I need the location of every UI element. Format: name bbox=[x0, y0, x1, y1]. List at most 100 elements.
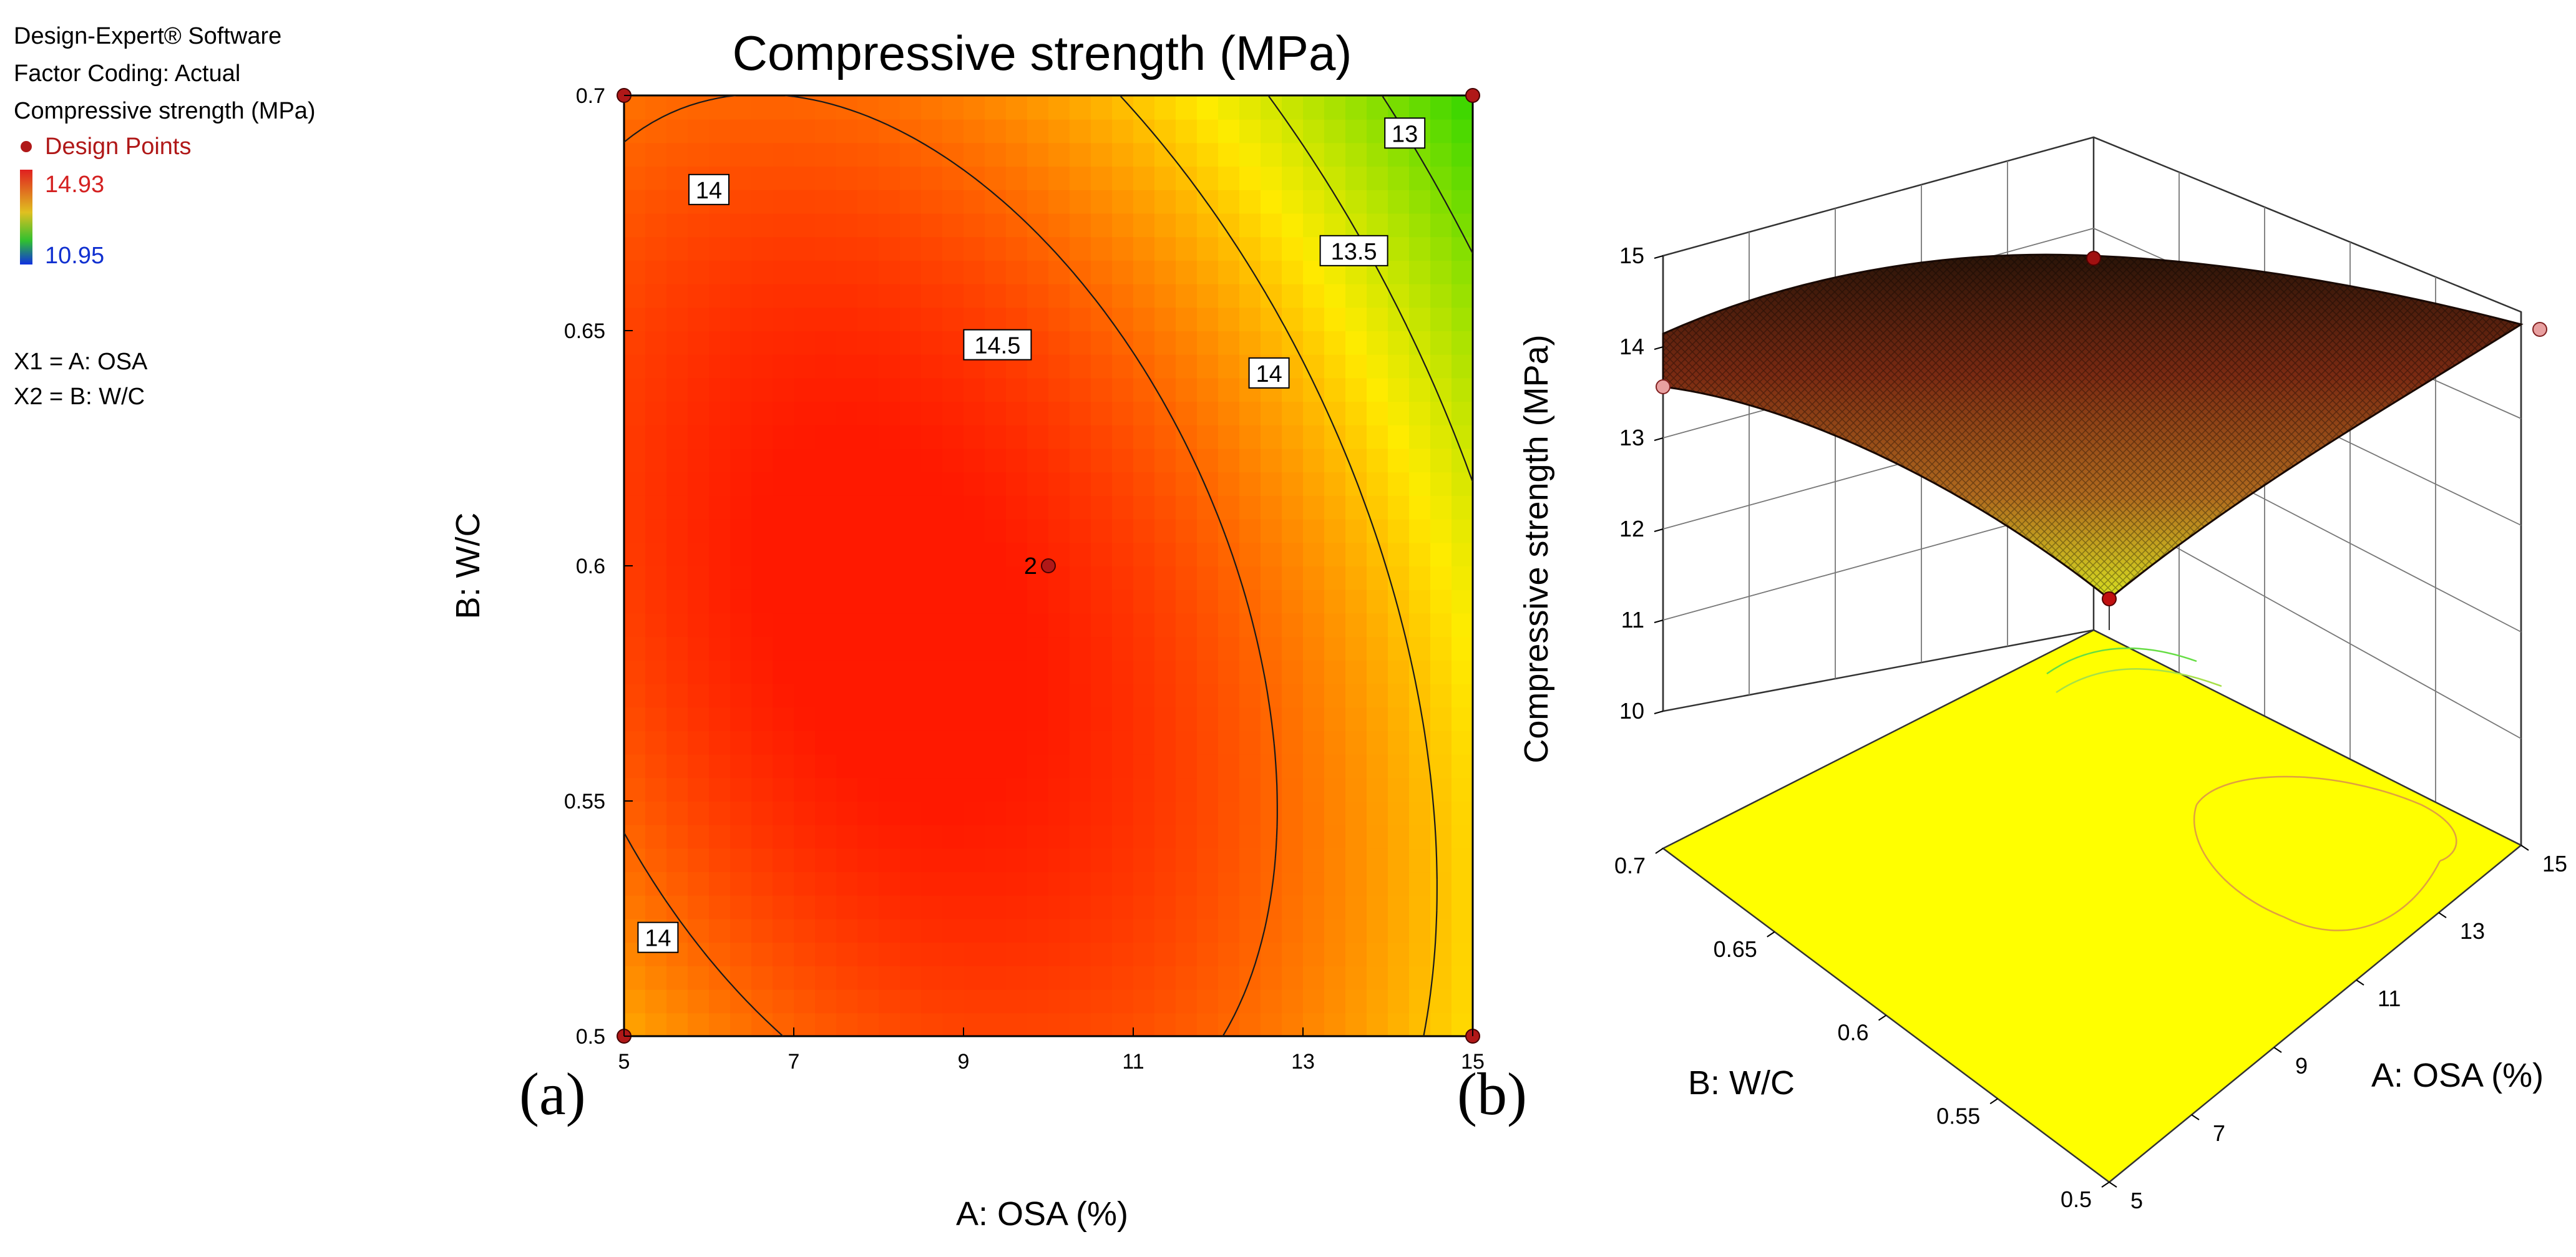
response-cell bbox=[1430, 424, 1452, 449]
response-cell bbox=[624, 448, 646, 473]
response-cell bbox=[1430, 754, 1452, 779]
response-cell bbox=[857, 307, 879, 331]
response-cell bbox=[857, 918, 879, 943]
response-cell bbox=[815, 213, 837, 238]
response-cell bbox=[921, 472, 943, 496]
response-cell bbox=[1006, 236, 1028, 261]
response-cell bbox=[751, 613, 773, 638]
response-cell bbox=[1282, 260, 1304, 284]
response-cell bbox=[1027, 777, 1049, 802]
response-cell bbox=[900, 989, 922, 1014]
response-cell bbox=[688, 260, 710, 284]
response-cell bbox=[730, 777, 752, 802]
response-cell bbox=[688, 707, 710, 731]
response-cell bbox=[666, 236, 688, 261]
response-cell bbox=[900, 119, 922, 143]
response-cell bbox=[985, 683, 1007, 708]
response-cell bbox=[942, 848, 964, 873]
response-cell bbox=[1154, 589, 1176, 614]
contour-label-text: 13 bbox=[1392, 121, 1418, 147]
response-cell bbox=[900, 448, 922, 473]
response-cell bbox=[645, 236, 667, 261]
response-cell bbox=[1451, 331, 1473, 355]
response-cell bbox=[1070, 166, 1091, 190]
response-cell bbox=[1154, 965, 1176, 990]
response-cell bbox=[1091, 331, 1113, 355]
response-cell bbox=[836, 518, 858, 543]
response-cell bbox=[666, 777, 688, 802]
response-cell bbox=[1345, 213, 1367, 238]
response-cell bbox=[942, 730, 964, 755]
response-cell bbox=[836, 189, 858, 214]
response-cell bbox=[688, 777, 710, 802]
response-cell bbox=[1430, 472, 1452, 496]
response-cell bbox=[1070, 824, 1091, 849]
response-cell bbox=[985, 824, 1007, 849]
response-cell bbox=[624, 683, 646, 708]
response-cell bbox=[900, 166, 922, 190]
response-cell bbox=[1239, 495, 1261, 520]
response-cell bbox=[1006, 542, 1028, 566]
legend-high-value: 14.93 bbox=[45, 172, 104, 198]
response-cell bbox=[1261, 518, 1282, 543]
response-cell bbox=[1091, 965, 1113, 990]
response-cell bbox=[773, 965, 794, 990]
response-cell bbox=[688, 824, 710, 849]
response-cell bbox=[1367, 707, 1388, 731]
response-cell bbox=[751, 965, 773, 990]
response-cell bbox=[730, 472, 752, 496]
response-cell bbox=[1091, 424, 1113, 449]
response-cell bbox=[1451, 142, 1473, 167]
response-cell bbox=[985, 1012, 1007, 1036]
response-cell bbox=[709, 260, 731, 284]
response-cell bbox=[815, 589, 837, 614]
response-cell bbox=[1133, 801, 1155, 825]
response-cell bbox=[836, 589, 858, 614]
response-cell bbox=[921, 189, 943, 214]
response-cell bbox=[1430, 824, 1452, 849]
response-cell bbox=[1409, 589, 1431, 614]
response-cell bbox=[836, 707, 858, 731]
response-cell bbox=[645, 824, 667, 849]
response-cell bbox=[1154, 613, 1176, 638]
response-cell bbox=[1409, 283, 1431, 308]
response-cell bbox=[1027, 871, 1049, 896]
response-cell bbox=[857, 189, 879, 214]
response-cell bbox=[666, 659, 688, 684]
response-cell bbox=[666, 683, 688, 708]
response-cell bbox=[900, 213, 922, 238]
response-cell bbox=[794, 424, 816, 449]
response-cell bbox=[751, 377, 773, 402]
response-cell bbox=[1027, 213, 1049, 238]
response-cell bbox=[1197, 95, 1219, 120]
response-cell bbox=[942, 166, 964, 190]
response-cell bbox=[1324, 589, 1346, 614]
response-cell bbox=[1176, 659, 1198, 684]
response-cell bbox=[1388, 472, 1410, 496]
response-cell bbox=[815, 142, 837, 167]
response-cell bbox=[921, 989, 943, 1014]
response-cell bbox=[794, 801, 816, 825]
response-cell bbox=[794, 518, 816, 543]
response-cell bbox=[836, 824, 858, 849]
response-cell bbox=[794, 871, 816, 896]
response-cell bbox=[1451, 401, 1473, 425]
response-cell bbox=[857, 942, 879, 966]
response-cell bbox=[815, 542, 837, 566]
response-cell bbox=[1430, 495, 1452, 520]
response-cell bbox=[688, 730, 710, 755]
response-cell bbox=[1218, 472, 1240, 496]
response-cell bbox=[836, 331, 858, 355]
a-tick bbox=[2356, 979, 2364, 986]
response-cell bbox=[985, 871, 1007, 896]
response-cell bbox=[1027, 307, 1049, 331]
response-cell bbox=[1282, 965, 1304, 990]
response-cell bbox=[1261, 119, 1282, 143]
response-cell bbox=[1133, 824, 1155, 849]
response-cell bbox=[773, 754, 794, 779]
response-cell bbox=[1218, 589, 1240, 614]
response-cell bbox=[1303, 989, 1325, 1014]
response-cell bbox=[1367, 448, 1388, 473]
response-cell bbox=[836, 683, 858, 708]
